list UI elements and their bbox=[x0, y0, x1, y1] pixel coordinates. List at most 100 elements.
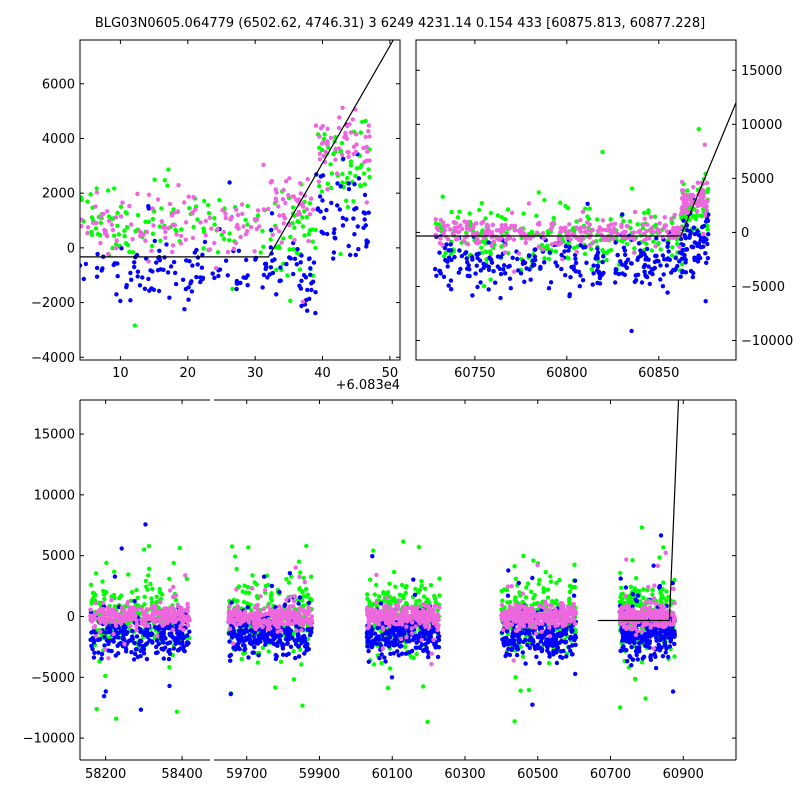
data-point-green bbox=[416, 544, 422, 550]
data-point-green bbox=[488, 251, 493, 257]
data-point-magenta bbox=[292, 594, 297, 599]
data-point-green bbox=[345, 204, 350, 210]
chart-title: BLG03N0605.064779 (6502.62, 4746.31) 3 6… bbox=[0, 16, 800, 31]
data-point-magenta bbox=[86, 225, 91, 230]
data-point-magenta bbox=[585, 220, 590, 225]
data-point-magenta bbox=[161, 225, 166, 230]
data-point-green bbox=[524, 585, 529, 590]
data-point-green bbox=[268, 237, 273, 242]
data-point-blue bbox=[654, 253, 659, 259]
data-point-blue bbox=[234, 286, 239, 292]
data-point-blue bbox=[449, 287, 454, 292]
data-point-magenta bbox=[444, 234, 449, 240]
data-point-blue bbox=[305, 308, 310, 313]
data-point-blue bbox=[537, 660, 542, 666]
data-point-blue bbox=[434, 273, 439, 278]
data-point-green bbox=[268, 596, 274, 601]
data-point-blue bbox=[351, 216, 356, 221]
data-point-blue bbox=[281, 642, 286, 648]
data-point-magenta bbox=[190, 211, 195, 216]
data-point-magenta bbox=[317, 151, 322, 156]
data-point-magenta bbox=[276, 229, 282, 234]
data-point-magenta bbox=[346, 150, 351, 155]
data-point-green bbox=[304, 215, 309, 220]
data-point-magenta bbox=[701, 231, 706, 237]
data-point-blue bbox=[623, 260, 629, 265]
data-point-green bbox=[174, 229, 179, 234]
data-point-magenta bbox=[509, 584, 514, 589]
data-point-magenta bbox=[229, 215, 234, 220]
data-point-magenta bbox=[387, 624, 392, 629]
data-point-green bbox=[167, 576, 172, 581]
data-point-blue bbox=[538, 266, 543, 271]
data-point-magenta bbox=[351, 144, 357, 149]
data-point-blue bbox=[688, 268, 694, 274]
data-point-blue bbox=[564, 654, 569, 659]
data-point-blue bbox=[186, 297, 191, 302]
data-point-blue bbox=[112, 574, 118, 579]
data-point-blue bbox=[169, 631, 174, 636]
data-point-green bbox=[433, 221, 439, 226]
data-point-blue bbox=[507, 276, 513, 281]
data-point-magenta bbox=[178, 241, 184, 246]
data-point-green bbox=[387, 581, 392, 586]
data-point-magenta bbox=[151, 223, 156, 228]
data-point-blue bbox=[623, 252, 628, 257]
data-point-blue bbox=[520, 650, 525, 655]
data-point-green bbox=[651, 239, 656, 244]
data-point-green bbox=[134, 587, 139, 593]
data-point-magenta bbox=[397, 598, 403, 604]
data-point-magenta bbox=[109, 597, 114, 603]
data-point-blue bbox=[95, 251, 100, 257]
data-point-magenta bbox=[433, 618, 438, 623]
data-point-green bbox=[217, 198, 222, 203]
data-point-blue bbox=[286, 626, 292, 631]
data-point-blue bbox=[243, 627, 248, 632]
data-point-blue bbox=[123, 646, 129, 651]
data-point-magenta bbox=[677, 244, 682, 249]
data-point-magenta bbox=[549, 242, 554, 247]
data-point-blue bbox=[664, 263, 669, 268]
data-point-green bbox=[110, 245, 115, 251]
data-point-magenta bbox=[255, 208, 261, 213]
data-point-blue bbox=[573, 256, 578, 261]
data-point-green bbox=[531, 596, 536, 601]
data-point-blue bbox=[530, 575, 535, 581]
data-point-blue bbox=[667, 257, 672, 262]
data-point-magenta bbox=[254, 622, 259, 627]
data-point-blue bbox=[639, 251, 644, 257]
data-point-magenta bbox=[433, 232, 438, 238]
data-point-blue bbox=[269, 583, 275, 589]
data-point-magenta bbox=[600, 227, 605, 232]
data-point-magenta bbox=[136, 228, 142, 234]
data-point-green bbox=[254, 582, 259, 587]
data-point-green bbox=[157, 587, 162, 592]
data-point-green bbox=[348, 163, 354, 168]
data-point-blue bbox=[437, 250, 442, 255]
data-point-green bbox=[340, 180, 345, 185]
data-point-blue bbox=[530, 702, 535, 707]
data-point-magenta bbox=[404, 635, 409, 640]
data-point-blue bbox=[210, 271, 215, 276]
data-point-magenta bbox=[128, 613, 133, 618]
data-point-magenta bbox=[134, 628, 139, 633]
data-point-green bbox=[371, 548, 376, 553]
data-point-magenta bbox=[261, 207, 267, 212]
data-point-magenta bbox=[123, 612, 128, 618]
data-point-magenta bbox=[395, 603, 401, 608]
data-point-blue bbox=[528, 277, 533, 282]
data-point-green bbox=[557, 577, 562, 583]
data-point-magenta bbox=[497, 237, 502, 243]
data-point-magenta bbox=[170, 627, 175, 632]
data-point-magenta bbox=[631, 230, 637, 235]
data-point-magenta bbox=[254, 617, 260, 622]
data-point-green bbox=[288, 298, 293, 303]
data-point-green bbox=[328, 162, 333, 167]
data-point-green bbox=[240, 589, 245, 594]
data-point-green bbox=[160, 592, 165, 597]
data-point-magenta bbox=[98, 620, 103, 625]
data-point-blue bbox=[488, 257, 493, 262]
data-point-magenta bbox=[657, 230, 662, 235]
data-point-blue bbox=[245, 283, 250, 288]
